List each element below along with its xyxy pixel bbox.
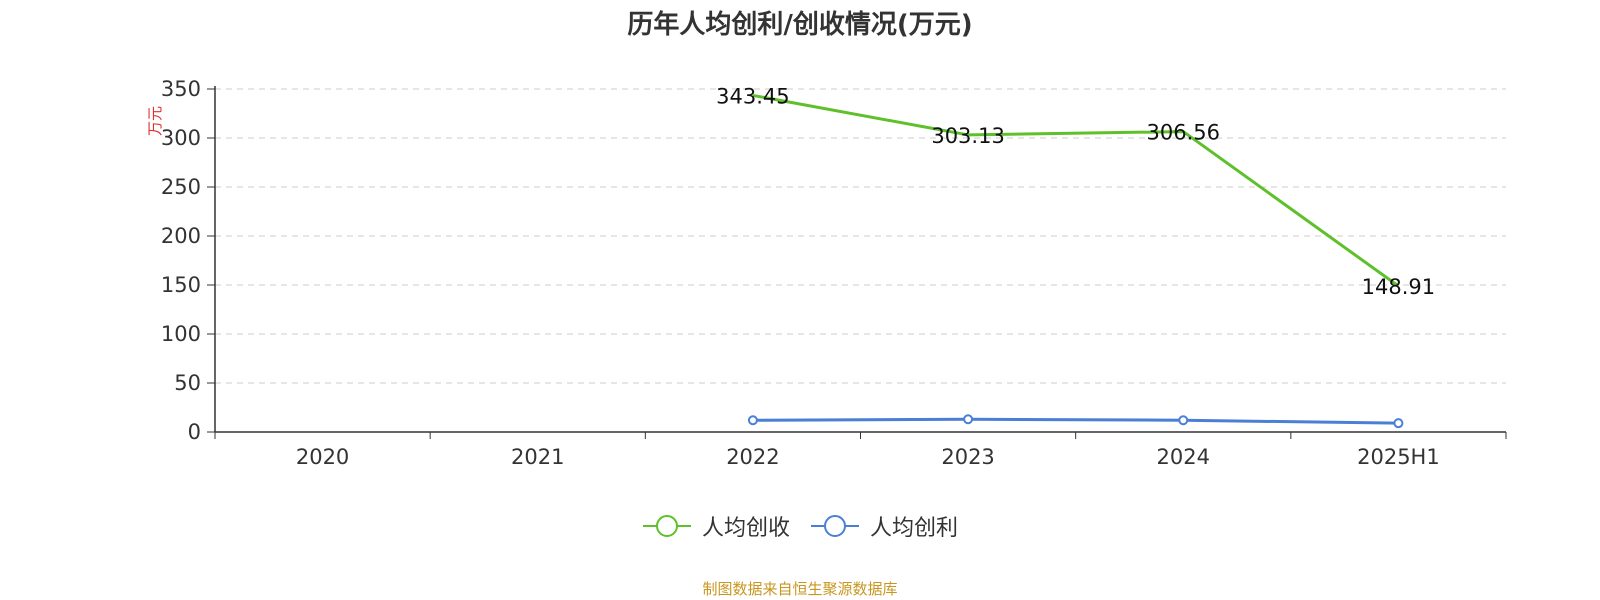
x-tick-label: 2021 [511,445,564,469]
y-axis-label: 万元 [146,106,164,136]
legend-label-profit: 人均创利 [870,516,959,541]
source-note: 制图数据来自恒生聚源数据库 [702,580,898,598]
data-label: 306.56 [1147,121,1220,145]
legend-item-revenue[interactable]: 人均创收 [642,510,790,542]
y-tick-label: 50 [174,371,201,395]
y-tick-label: 0 [188,420,201,444]
legend-label-revenue: 人均创收 [701,516,790,541]
legend-item-profit[interactable]: 人均创利 [810,510,958,542]
data-point [963,414,974,425]
y-tick-label: 350 [161,77,201,101]
x-tick-label: 2024 [1157,445,1210,469]
x-tick-label: 2025H1 [1357,445,1440,469]
data-label: 343.45 [716,84,789,108]
x-tick-label: 2022 [726,445,779,469]
data-point [747,415,758,426]
legend-marker-profit-icon [811,515,859,537]
data-point [1178,415,1189,426]
legend-marker-revenue-icon [642,515,691,537]
series-line-0 [752,93,1400,288]
chart-title: 历年人均创利/创收情况(万元) [627,10,973,40]
y-tick-label: 100 [161,322,201,346]
data-label: 148.91 [1362,275,1435,299]
data-point [1393,418,1404,429]
y-tick-label: 300 [161,126,201,150]
y-tick-label: 200 [161,224,201,248]
series-line-1 [752,417,1399,425]
y-tick-label: 250 [161,175,201,199]
y-tick-label: 150 [161,273,201,297]
x-tick-label: 2023 [941,445,994,469]
legend: 人均创收 人均创利 [0,508,1600,544]
x-tick-label: 2020 [296,445,349,469]
data-label: 303.13 [931,124,1004,148]
